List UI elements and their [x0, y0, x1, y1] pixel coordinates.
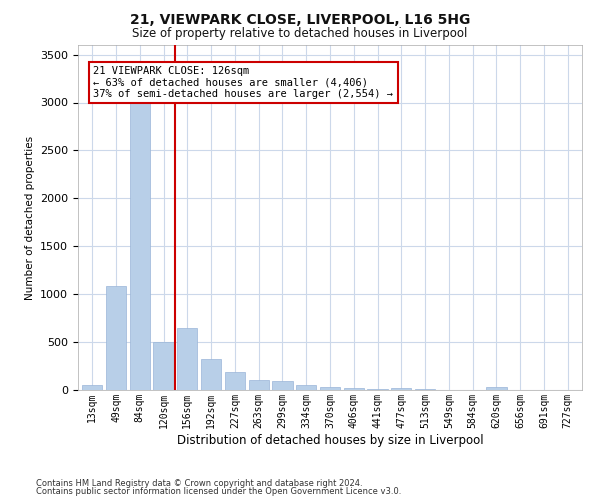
Bar	[130, 98, 150, 390]
Bar	[296, 385, 316, 390]
Bar	[320, 387, 340, 390]
Y-axis label: Number of detached properties: Number of detached properties	[25, 136, 35, 300]
Text: Contains HM Land Registry data © Crown copyright and database right 2024.: Contains HM Land Registry data © Crown c…	[36, 478, 362, 488]
Bar	[225, 372, 245, 390]
X-axis label: Distribution of detached houses by size in Liverpool: Distribution of detached houses by size …	[176, 434, 484, 446]
Bar	[367, 389, 388, 390]
Text: Size of property relative to detached houses in Liverpool: Size of property relative to detached ho…	[133, 28, 467, 40]
Bar	[106, 286, 126, 390]
Bar	[344, 388, 364, 390]
Bar	[391, 388, 412, 390]
Bar	[415, 389, 435, 390]
Bar	[487, 388, 506, 390]
Bar	[201, 359, 221, 390]
Text: 21 VIEWPARK CLOSE: 126sqm
← 63% of detached houses are smaller (4,406)
37% of se: 21 VIEWPARK CLOSE: 126sqm ← 63% of detac…	[94, 66, 394, 100]
Bar	[82, 384, 103, 390]
Text: Contains public sector information licensed under the Open Government Licence v3: Contains public sector information licen…	[36, 487, 401, 496]
Text: 21, VIEWPARK CLOSE, LIVERPOOL, L16 5HG: 21, VIEWPARK CLOSE, LIVERPOOL, L16 5HG	[130, 12, 470, 26]
Bar	[272, 381, 293, 390]
Bar	[177, 328, 197, 390]
Bar	[248, 380, 269, 390]
Bar	[154, 342, 173, 390]
